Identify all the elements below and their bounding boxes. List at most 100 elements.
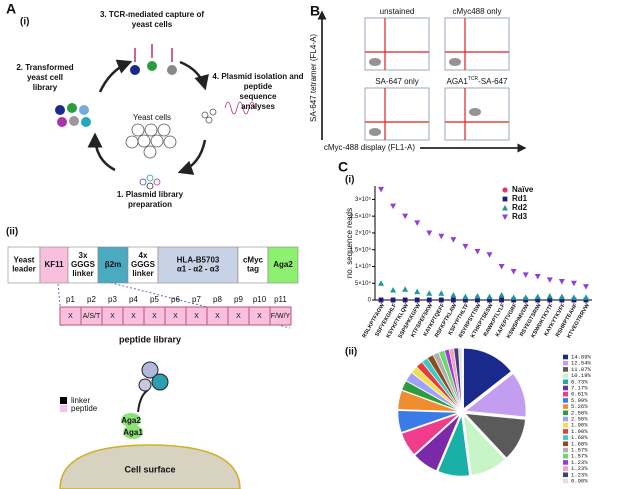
point [522,272,529,278]
point [474,292,481,299]
workflow-arrows [87,59,209,175]
legend-marker [502,205,508,211]
legend-swatch [563,447,568,453]
legend-marker [502,214,508,220]
point [510,294,517,300]
legend-label: 14.89% [571,353,592,360]
point [474,248,481,255]
point [426,297,432,303]
cell-diagram [56,271,291,489]
pie-slice [397,410,459,433]
label-line: 3. TCR-mediated capture of [100,10,204,19]
point [570,280,577,287]
y-tick-label: 3×10⁵ [355,196,372,203]
step-text: 4. Plasmid isolation and peptide sequence a… [212,72,303,111]
pie-slice [401,413,459,455]
flow-title: SA-647 only [375,77,419,86]
panel-label: C [338,159,348,175]
point [378,297,384,303]
legend-label: 12.54% [571,360,592,367]
point [426,290,433,296]
legend-swatch [563,472,568,478]
pie-slice [463,348,512,409]
position-label: p8 [213,295,222,304]
step-text: 2. Transformed yeast cell library [16,63,73,92]
legend-swatch [563,466,568,471]
legend-label: Rd1 [512,194,528,203]
y-tick-label: 2×10⁵ [355,230,372,237]
step-text: 3. TCR-mediated capture of yeast cells [100,10,204,29]
pie-slice [438,350,461,409]
label-line: preparation [128,200,172,209]
legend-label: 1.57% [571,453,588,460]
point [534,293,541,300]
pie-slice [448,348,462,409]
yeast-cells [125,108,217,190]
point [486,293,493,300]
label-line: GGGS [131,260,156,269]
title-part: cMyc488 only [453,7,502,16]
label-line: tag [247,265,259,274]
point [450,297,456,303]
y-tick-label: 1×10⁵ [355,263,372,270]
point [535,297,541,303]
legend-label: Naïve [512,185,534,194]
point [438,290,445,296]
legend-swatch [563,460,568,465]
flow-title: AGA1TCR-SA-647 [447,76,509,86]
point [534,274,541,280]
pie-slice [416,361,460,410]
events [469,108,481,116]
construct-segment [157,246,239,284]
peptide-cell [269,306,292,326]
point [558,293,565,300]
center-label: Yeast cells [133,113,171,122]
position-label: p1 [66,295,75,304]
pie-slice [453,347,462,409]
point [558,279,565,285]
point [522,294,529,300]
point [582,294,589,300]
legend-label: 1.68% [571,440,588,447]
point [414,288,421,295]
pie-slice [411,366,460,410]
point [511,297,517,303]
legend-label: 1.23% [571,465,588,472]
residue: X [131,313,136,320]
panel-label: (ii) [345,347,357,358]
y-tick-label: 2.5×10⁵ [350,213,372,220]
residue: X [236,313,241,320]
legend-swatch [563,441,568,447]
title-part: TCR [468,76,479,82]
label-line: peptide [244,82,273,91]
legend-label: 5.99% [571,397,588,404]
legend-label: 1.68% [571,434,588,441]
point [547,297,553,303]
flow-axes [317,10,527,153]
pie-slice [401,380,459,411]
legend-marker [502,187,508,193]
point [499,297,504,303]
point [570,294,577,300]
label-line: yeast cells [132,20,173,29]
axis-label: cMyc-488 display (FL1-A) [324,143,415,152]
residue: X [215,313,220,320]
pie-slice [463,415,505,476]
panel-label: (ii) [6,227,18,238]
legend-swatch [563,453,568,459]
pie-slice [465,413,526,458]
position-label: p11 [274,295,287,304]
position-label: p2 [87,295,96,304]
title-part: -SA-647 [478,77,508,86]
legend-label: 10.19% [571,372,592,379]
residue: X [68,313,73,320]
panel-label: A [6,1,16,17]
legend-swatch [563,416,568,422]
aga1: Aga1 [123,428,143,437]
label-line: 4. Plasmid isolation and [212,72,303,81]
point [438,233,445,240]
point [402,297,408,303]
legend-label: 7.17% [571,384,588,391]
label-line: 3x [79,251,88,260]
pie-slice [397,390,459,412]
